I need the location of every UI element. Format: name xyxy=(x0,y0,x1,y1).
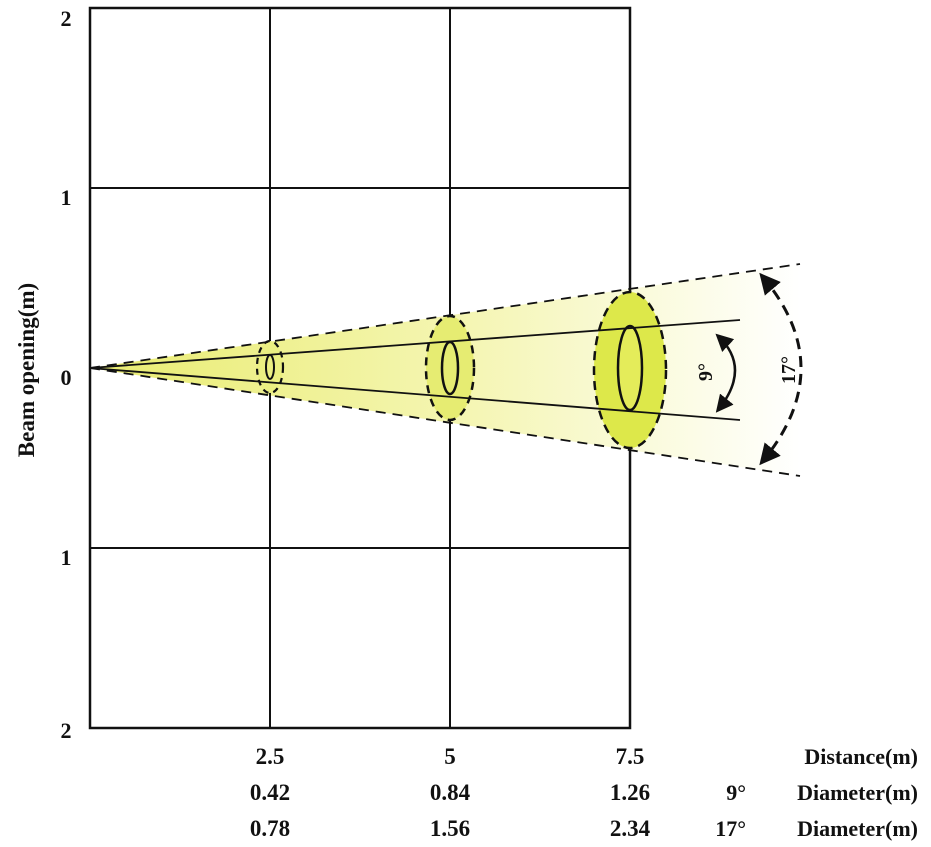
distance-value: 5 xyxy=(444,744,456,769)
wide-row-label: Diameter(m) xyxy=(797,816,918,841)
wide-diameter-value: 2.34 xyxy=(610,816,651,841)
wide-angle-arc xyxy=(759,272,803,466)
wide-beam-edges xyxy=(89,263,801,477)
distance-value: 2.5 xyxy=(256,744,285,769)
distance-row: 2.5 5 7.5 Distance(m) xyxy=(256,744,918,769)
y-tick-label: 1 xyxy=(61,185,72,210)
narrow-diameter-value: 0.42 xyxy=(250,780,290,805)
distance-row-label: Distance(m) xyxy=(804,744,918,769)
narrow-spot-7-5 xyxy=(616,324,644,412)
distance-value: 7.5 xyxy=(616,744,645,769)
narrow-spot-5 xyxy=(440,340,460,396)
wide-diameter-row: 0.78 1.56 2.34 17° Diameter(m) xyxy=(250,816,918,841)
narrow-row-label: Diameter(m) xyxy=(797,780,918,805)
narrow-angle-label: 9° xyxy=(695,363,717,381)
narrow-diameter-row: 0.42 0.84 1.26 9° Diameter(m) xyxy=(250,780,918,805)
wide-diameter-value: 1.56 xyxy=(430,816,470,841)
y-tick-label: 0 xyxy=(61,365,72,390)
y-tick-label: 2 xyxy=(61,6,72,31)
wide-diameter-value: 0.78 xyxy=(250,816,290,841)
narrow-beam-edges xyxy=(89,319,741,421)
wide-angle-label: 17° xyxy=(778,356,800,384)
narrow-angle-arc xyxy=(715,333,737,413)
narrow-row-angle: 9° xyxy=(726,780,746,805)
narrow-diameter-value: 1.26 xyxy=(610,780,650,805)
y-tick-label: 1 xyxy=(61,545,72,570)
narrow-diameter-value: 0.84 xyxy=(430,780,471,805)
narrow-spot-2-5 xyxy=(265,354,275,380)
y-axis-label: Beam opening(m) xyxy=(14,283,39,457)
y-tick-label: 2 xyxy=(61,718,72,743)
wide-row-angle: 17° xyxy=(715,816,746,841)
